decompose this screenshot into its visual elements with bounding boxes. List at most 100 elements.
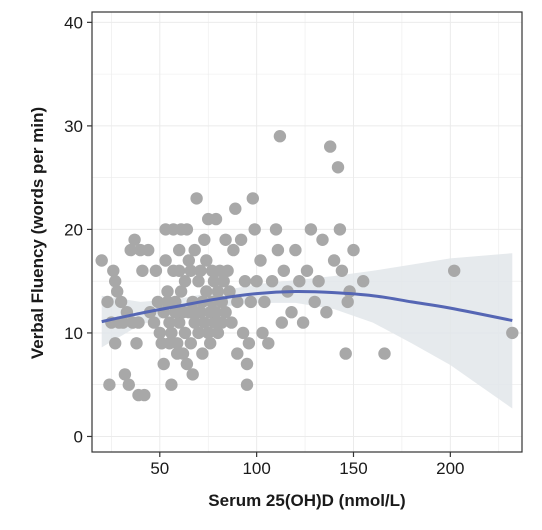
data-point <box>250 275 263 288</box>
data-point <box>147 316 161 329</box>
data-point <box>246 192 259 205</box>
data-point <box>240 357 254 371</box>
data-point <box>174 285 188 298</box>
data-point <box>180 357 194 371</box>
data-point <box>173 264 186 277</box>
data-point <box>209 212 223 226</box>
data-point <box>157 357 170 371</box>
y-tick-label: 30 <box>64 117 83 136</box>
data-point <box>316 233 329 246</box>
data-point <box>95 254 108 267</box>
data-point <box>173 243 186 257</box>
data-point <box>192 326 205 340</box>
data-point <box>151 295 165 309</box>
data-point <box>200 254 213 267</box>
y-tick-label: 40 <box>64 13 83 32</box>
data-point <box>173 316 186 329</box>
data-point <box>240 378 254 391</box>
data-point <box>153 326 166 340</box>
confidence-band-layer <box>101 253 513 409</box>
data-point <box>180 223 194 236</box>
data-point <box>207 275 221 288</box>
data-point <box>124 243 137 257</box>
data-point <box>101 295 114 309</box>
data-point <box>219 233 232 246</box>
data-point <box>312 275 325 288</box>
data-point <box>231 295 244 309</box>
data-point <box>244 295 257 309</box>
data-point <box>265 275 279 288</box>
data-point <box>163 316 176 329</box>
data-point <box>107 264 120 277</box>
data-point <box>188 316 201 329</box>
data-point <box>194 264 207 277</box>
data-point <box>238 275 252 288</box>
data-point <box>186 368 199 381</box>
data-point <box>269 223 283 236</box>
data-point <box>221 264 234 277</box>
data-point <box>215 316 228 329</box>
data-point <box>300 264 314 277</box>
data-point <box>223 285 236 298</box>
data-point <box>327 254 341 267</box>
data-point <box>204 337 217 350</box>
data-point <box>347 243 360 257</box>
data-point <box>176 347 190 360</box>
data-point <box>262 337 275 350</box>
data-point <box>184 264 197 277</box>
data-point <box>209 306 223 319</box>
data-point <box>378 347 391 360</box>
data-point <box>118 368 132 381</box>
data-point <box>227 243 240 257</box>
data-point <box>114 295 128 309</box>
data-point <box>116 316 130 329</box>
data-point <box>138 388 151 402</box>
data-point <box>184 337 197 350</box>
panel-border <box>91 11 523 453</box>
data-point <box>182 254 195 267</box>
data-point <box>341 295 354 309</box>
fit-line <box>101 289 513 324</box>
data-point <box>211 326 225 340</box>
data-point <box>258 295 271 309</box>
x-tick-label: 150 <box>339 459 367 478</box>
data-point <box>331 161 345 174</box>
data-point <box>254 254 267 267</box>
data-point <box>236 326 250 340</box>
data-point <box>128 233 141 246</box>
data-point <box>188 243 201 257</box>
data-point <box>217 275 230 288</box>
data-point <box>161 285 174 298</box>
y-tick-label: 10 <box>64 324 83 343</box>
data-point <box>198 316 211 329</box>
data-point <box>142 243 155 257</box>
data-point <box>248 223 261 236</box>
data-point <box>308 295 321 309</box>
fit-line-layer <box>101 289 513 324</box>
data-point <box>190 192 203 205</box>
data-point <box>357 275 370 288</box>
y-tick-label: 0 <box>74 427 83 446</box>
data-point <box>320 306 333 319</box>
data-point <box>339 347 352 360</box>
data-point <box>296 316 310 329</box>
data-point <box>198 233 211 246</box>
data-point <box>178 275 192 288</box>
data-point <box>202 326 215 340</box>
data-point <box>200 285 213 298</box>
data-point <box>304 223 318 236</box>
data-point <box>333 223 347 236</box>
data-point <box>103 378 116 391</box>
y-tick-label: 20 <box>64 220 83 239</box>
data-point <box>192 275 205 288</box>
x-axis-title: Serum 25(OH)D (nmol/L) <box>208 491 405 510</box>
data-point <box>506 326 519 340</box>
data-point <box>275 316 288 329</box>
data-point <box>256 326 269 340</box>
data-point <box>285 306 298 319</box>
data-point <box>109 337 122 350</box>
x-tick-label: 200 <box>436 459 464 478</box>
data-point <box>277 264 290 277</box>
data-point <box>225 316 238 329</box>
